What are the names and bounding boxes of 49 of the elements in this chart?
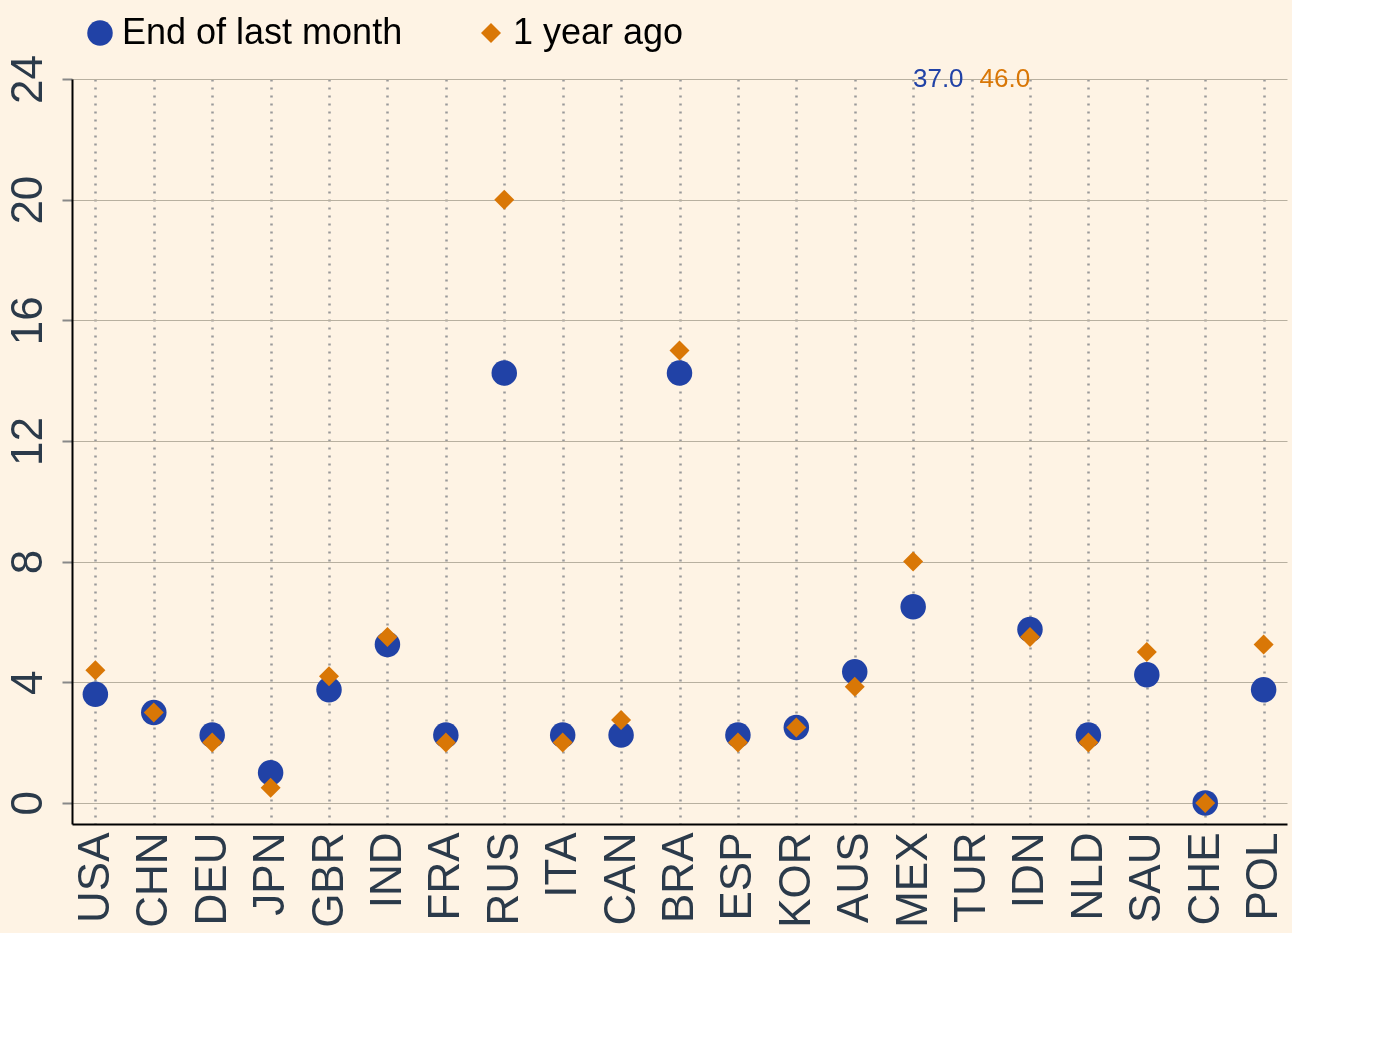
point xyxy=(82,681,109,708)
x-tick-label: SAU xyxy=(1120,832,1170,923)
y-tick-label: 20 xyxy=(1,175,51,225)
annotation: 37.0 xyxy=(912,63,964,93)
x-tick-label: USA xyxy=(68,831,118,923)
point xyxy=(494,189,515,210)
point xyxy=(260,777,281,798)
x-tick-label: JPN xyxy=(244,832,294,916)
y-tick-label: 24 xyxy=(1,55,51,104)
point xyxy=(844,676,865,697)
x-tick-label: BRA xyxy=(653,831,702,923)
y-tick-label: 4 xyxy=(1,670,51,695)
point xyxy=(1250,677,1277,703)
x-tick-label: GBR xyxy=(302,832,352,928)
x-tick-label: IND xyxy=(360,832,410,909)
point xyxy=(1134,661,1160,688)
legend-label: End of last month xyxy=(122,11,403,52)
x-tick-label: MEX xyxy=(886,832,936,928)
x-tick-label: RUS xyxy=(477,832,527,926)
x-tick-label: CHN xyxy=(127,832,177,928)
x-tick-label: TUR xyxy=(945,832,995,923)
point xyxy=(903,551,924,572)
point xyxy=(669,340,690,361)
x-tick-label: CHE xyxy=(1178,832,1228,926)
point xyxy=(85,660,106,681)
point xyxy=(666,360,693,386)
x-tick-label: KOR xyxy=(769,832,819,928)
y-tick-label: 12 xyxy=(1,416,51,466)
point xyxy=(841,658,868,685)
point xyxy=(1136,642,1157,663)
point xyxy=(491,360,518,386)
y-tick-label: 0 xyxy=(1,791,51,816)
point xyxy=(1253,634,1274,655)
legend-label: 1 year ago xyxy=(513,11,684,52)
y-tick-label: 16 xyxy=(1,296,51,346)
x-tick-label: CAN xyxy=(594,832,644,926)
y-tick-label: 8 xyxy=(1,549,51,575)
x-tick-label: FRA xyxy=(419,831,469,921)
x-tick-label: DEU xyxy=(185,832,235,926)
point xyxy=(611,709,632,730)
x-tick-label: ITA xyxy=(536,831,586,898)
point xyxy=(900,594,926,620)
x-tick-label: NLD xyxy=(1061,832,1111,921)
annotation: 46.0 xyxy=(979,63,1031,93)
x-tick-label: IDN xyxy=(1003,832,1053,909)
point xyxy=(319,666,340,687)
x-tick-label: ESP xyxy=(711,832,761,921)
x-tick-label: POL xyxy=(1237,832,1287,921)
x-tick-label: AUS xyxy=(828,832,878,923)
